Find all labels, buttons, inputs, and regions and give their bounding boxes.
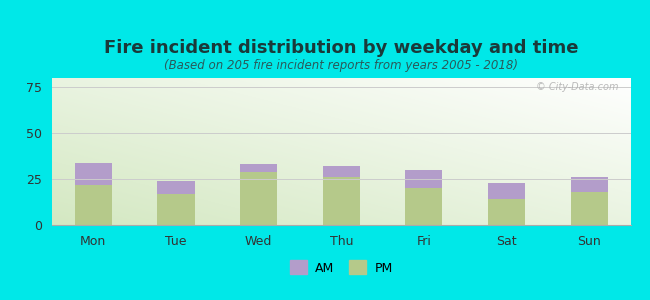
Bar xyxy=(75,184,112,225)
Bar xyxy=(157,181,194,194)
Bar xyxy=(75,163,112,184)
Bar xyxy=(322,177,360,225)
Bar xyxy=(157,194,194,225)
Bar xyxy=(406,170,443,188)
Bar xyxy=(571,192,608,225)
Bar xyxy=(240,164,277,172)
Title: Fire incident distribution by weekday and time: Fire incident distribution by weekday an… xyxy=(104,39,578,57)
Text: (Based on 205 fire incident reports from years 2005 - 2018): (Based on 205 fire incident reports from… xyxy=(164,59,518,72)
Bar xyxy=(240,172,277,225)
Bar xyxy=(488,199,525,225)
Bar xyxy=(322,166,360,177)
Bar xyxy=(571,177,608,192)
Bar xyxy=(406,188,443,225)
Legend: AM, PM: AM, PM xyxy=(285,257,398,280)
Text: © City-Data.com: © City-Data.com xyxy=(536,82,619,92)
Bar xyxy=(488,183,525,199)
